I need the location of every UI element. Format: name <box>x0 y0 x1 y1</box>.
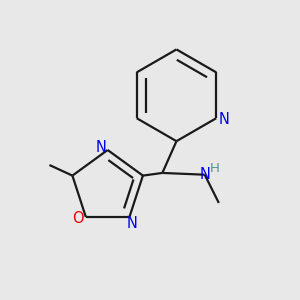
Text: N: N <box>199 167 210 182</box>
Text: N: N <box>95 140 106 155</box>
Text: N: N <box>127 216 138 231</box>
Text: H: H <box>210 162 220 175</box>
Text: N: N <box>218 112 230 128</box>
Text: O: O <box>72 211 84 226</box>
